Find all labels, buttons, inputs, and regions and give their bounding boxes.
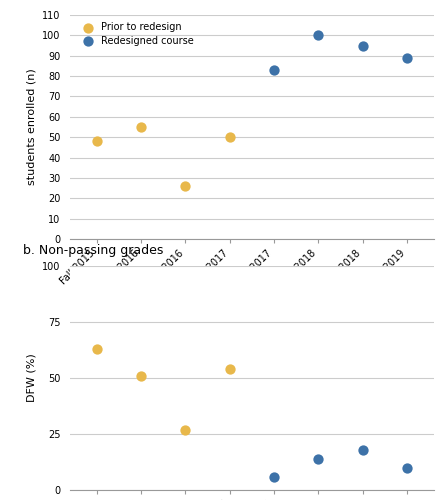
Point	[271, 66, 278, 74]
Y-axis label: DFW (%): DFW (%)	[26, 354, 36, 403]
Point	[226, 133, 233, 141]
Point	[226, 365, 233, 373]
Point	[93, 345, 100, 353]
Point	[359, 446, 366, 454]
Point	[271, 472, 278, 480]
Point	[93, 138, 100, 145]
Text: b. Non-passing grades: b. Non-passing grades	[23, 244, 163, 256]
Point	[182, 426, 189, 434]
Point	[138, 123, 145, 131]
Point	[403, 54, 410, 62]
Legend: Prior to redesign, Redesigned course: Prior to redesign, Redesigned course	[78, 22, 194, 46]
Y-axis label: students enrolled (n): students enrolled (n)	[26, 68, 36, 186]
Point	[315, 454, 322, 462]
Point	[182, 182, 189, 190]
Point	[403, 464, 410, 471]
Point	[138, 372, 145, 380]
Point	[359, 42, 366, 50]
Point	[315, 32, 322, 40]
